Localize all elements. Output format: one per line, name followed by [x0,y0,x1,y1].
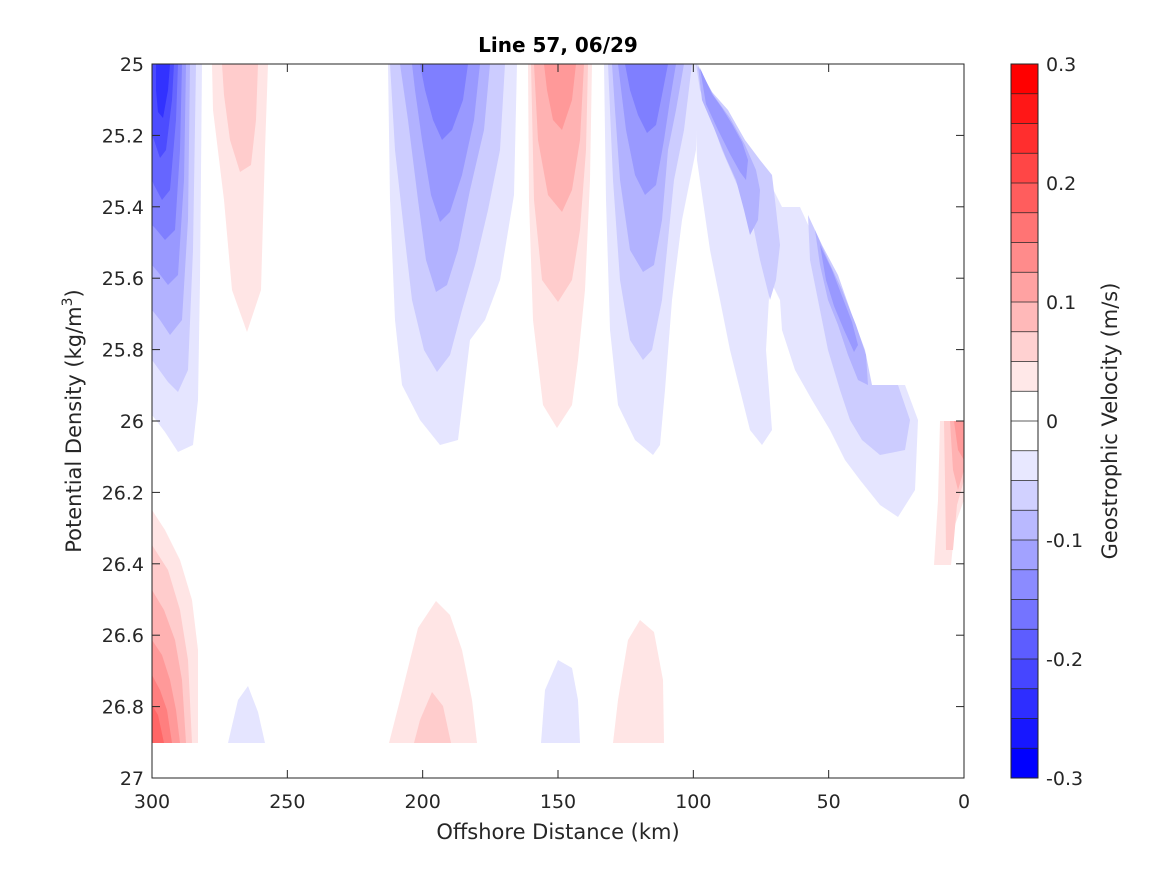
colorbar-tick-label: -0.1 [1046,530,1083,552]
colorbar-segment [1011,718,1038,749]
colorbar-segment [1011,688,1038,719]
chart-title: Line 57, 06/29 [478,33,638,57]
colorbar-segment [1011,450,1038,481]
contour-level [544,64,576,130]
colorbar [1011,63,1038,779]
colorbar-segment [1011,569,1038,600]
colorbar-segment [1011,361,1038,392]
contour-fills [152,64,964,743]
colorbar-segment [1011,331,1038,362]
colorbar-segment [1011,421,1038,452]
contour-level [152,705,164,743]
x-axis-label: Offshore Distance (km) [436,820,679,844]
x-tick-label: 100 [675,791,711,813]
colorbar-segment [1011,599,1038,630]
contour-level [700,68,748,180]
colorbar-tick-label: 0.2 [1046,173,1076,195]
y-axis-label: Potential Density (kg/m3) [60,289,86,553]
y-tick-label: 25.8 [102,340,144,362]
contour-level [414,692,451,743]
contour-level [389,601,477,743]
y-tick-label: 25.6 [102,268,144,290]
contour-level [820,245,858,352]
y-tick-label: 25.2 [102,125,144,147]
y-axis-label-close: ) [62,289,86,297]
y-axis-label-main: Potential Density (kg/m [62,306,86,552]
y-tick-label: 25 [120,54,144,76]
contour-level [541,660,580,743]
contour-level [156,64,170,118]
colorbar-segment [1011,659,1038,690]
colorbar-segment [1011,242,1038,273]
colorbar-segment [1011,540,1038,571]
x-tick-label: 150 [540,791,576,813]
colorbar-segment [1011,748,1038,779]
colorbar-segment [1011,123,1038,154]
colorbar-segment [1011,272,1038,303]
colorbar-tick-label: -0.3 [1046,768,1083,790]
x-tick-label: 50 [817,791,841,813]
colorbar-tick-label: 0.1 [1046,292,1076,314]
colorbar-segment [1011,510,1038,541]
y-tick-label: 26.6 [102,625,144,647]
colorbar-segment [1011,183,1038,214]
colorbar-segment [1011,391,1038,422]
colorbar-segment [1011,629,1038,660]
y-tick-label: 27 [120,768,144,790]
y-axis-label-superscript: 3 [60,297,76,306]
x-tick-label: 0 [958,791,970,813]
x-tick-label: 300 [134,791,170,813]
colorbar-ticks: -0.3 -0.2 -0.1 0 0.1 0.2 0.3 [1046,54,1083,790]
colorbar-segment [1011,93,1038,124]
contour-level [420,64,468,140]
x-tick-label: 200 [405,791,441,813]
colorbar-tick-label: 0.3 [1046,54,1076,76]
colorbar-segment [1011,480,1038,511]
y-axis: 25 25.2 25.4 25.6 25.8 26 26.2 26.4 26.6 26.8 27 [102,54,964,790]
contour-level [228,686,265,743]
colorbar-tick-label: -0.2 [1046,649,1083,671]
contour-level [954,421,964,460]
y-tick-label: 25.4 [102,197,144,219]
colorbar-tick-label: 0 [1046,411,1058,433]
y-tick-label: 26.2 [102,482,144,504]
colorbar-segment [1011,153,1038,184]
y-tick-label: 26 [120,411,144,433]
contour-level [222,64,258,172]
x-axis: 300 250 200 150 100 50 0 [134,64,970,813]
y-tick-label: 26.8 [102,697,144,719]
contour-level [625,64,668,133]
colorbar-segment [1011,212,1038,243]
y-tick-label: 26.4 [102,554,144,576]
contour-level [613,620,664,743]
x-tick-label: 250 [269,791,305,813]
colorbar-frame [1010,63,1039,779]
colorbar-segment [1011,302,1038,333]
colorbar-segment [1011,64,1038,95]
colorbar-label: Geostrophic Velocity (m/s) [1098,283,1122,560]
